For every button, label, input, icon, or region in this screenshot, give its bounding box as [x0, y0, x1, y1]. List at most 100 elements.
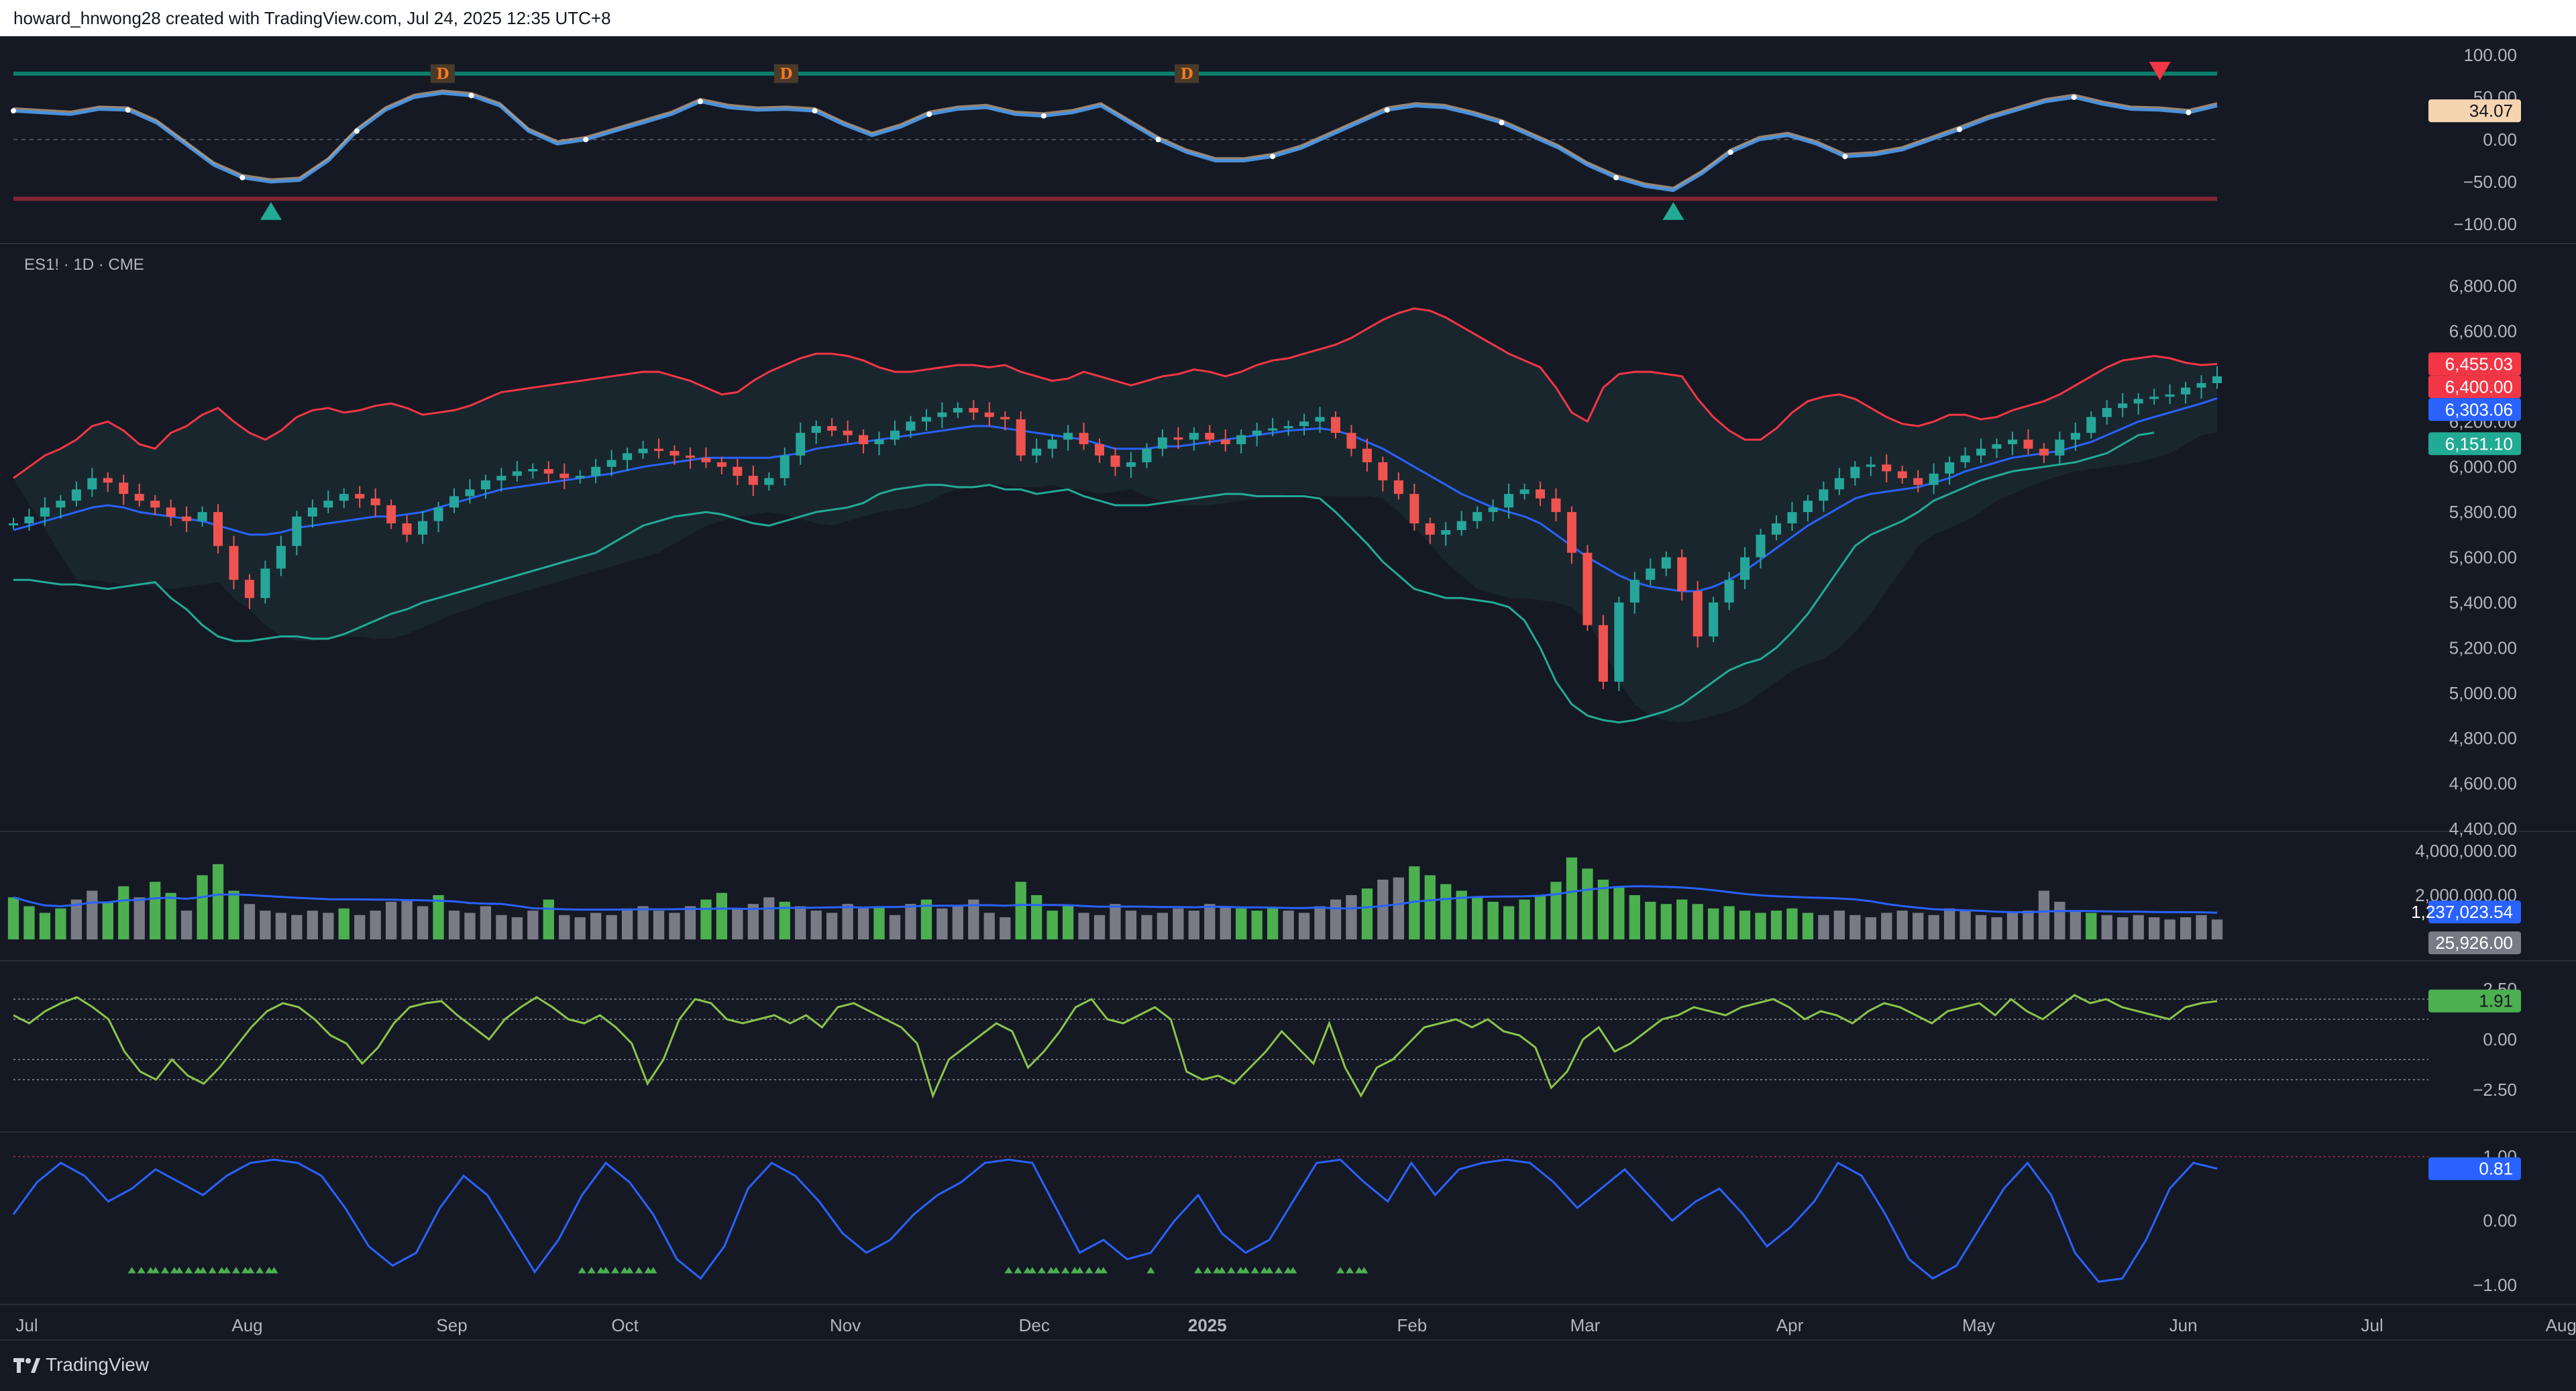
candle-body — [906, 421, 916, 431]
candle-body — [937, 412, 947, 417]
volume-bar — [700, 899, 712, 939]
oscillator-point — [1842, 154, 1848, 160]
correlation-signal-marker — [1265, 1267, 1274, 1274]
volume-pane — [7, 857, 2223, 939]
volume-bar — [1802, 913, 1814, 939]
candle-body — [1142, 448, 1152, 462]
tradingview-logo-icon — [13, 1358, 40, 1373]
volume-bar — [417, 906, 429, 939]
volume-bar — [165, 892, 176, 939]
price-badge: 6,400.00 — [2445, 376, 2513, 397]
volume-bar — [2086, 913, 2097, 939]
zscore-line — [13, 994, 2218, 1099]
volume-bar — [763, 897, 775, 939]
oscillator-point — [125, 107, 131, 113]
candle-body — [2070, 433, 2080, 440]
volume-bar — [23, 906, 35, 939]
divergence-marker-label: D — [780, 66, 792, 83]
oscillator-signal-line — [13, 89, 2218, 189]
oscillator-point — [11, 108, 16, 114]
volume-bar — [873, 906, 885, 939]
volume-bar — [275, 913, 287, 939]
zscore-pane — [13, 994, 2428, 1099]
volume-bar — [1204, 904, 1216, 939]
candle-body — [2055, 440, 2065, 456]
candle-body — [953, 408, 963, 413]
oscillator-tick-label: 100.00 — [2463, 45, 2517, 65]
volume-bar — [1062, 906, 1074, 939]
volume-bar — [1125, 911, 1137, 939]
candle-body — [1205, 433, 1215, 440]
correlation-signal-marker — [602, 1267, 610, 1274]
candle-body — [1598, 625, 1608, 682]
volume-bar — [1597, 879, 1609, 939]
volume-bar — [1031, 895, 1042, 939]
price-axis-tick-label: 4,800.00 — [2449, 728, 2517, 748]
volume-bar — [1786, 908, 1798, 939]
candle-body — [1220, 440, 1230, 444]
volume-bar — [684, 906, 696, 939]
candle-body — [890, 430, 900, 440]
correlation-signal-marker — [1194, 1267, 1203, 1274]
volume-bar — [2164, 919, 2176, 939]
candle-body — [1409, 494, 1419, 523]
volume-bar — [401, 899, 413, 939]
candle-body — [874, 440, 884, 444]
volume-bar — [150, 882, 161, 939]
time-axis-label: May — [1962, 1315, 1995, 1335]
time-axis-label: Dec — [1019, 1315, 1050, 1335]
volume-bar — [2117, 917, 2129, 939]
candle-body — [182, 516, 192, 521]
candle-body — [292, 516, 302, 546]
candle-body — [1488, 507, 1498, 513]
candle-body — [1441, 530, 1451, 535]
volume-bar — [87, 890, 98, 939]
divergence-marker-bg — [430, 64, 455, 83]
correlation-signal-marker — [1250, 1267, 1259, 1274]
volume-bar — [1409, 866, 1420, 939]
volume-bar — [70, 899, 83, 939]
candle-body — [9, 523, 18, 525]
volume-bar — [39, 913, 51, 939]
candle-body — [1425, 523, 1435, 535]
price-axis-tick-label: 6,000.00 — [2449, 457, 2517, 477]
oscillator-point — [697, 99, 703, 105]
candle-body — [2039, 448, 2049, 456]
correlation-signal-marker — [1227, 1267, 1236, 1274]
candle-body — [2086, 417, 2096, 433]
price-axis-tick-label: 4,600.00 — [2449, 774, 2517, 794]
candle-body — [2149, 397, 2159, 399]
correlation-signal-marker — [208, 1267, 217, 1274]
oscillator-point — [1270, 154, 1276, 160]
volume-bar — [2133, 915, 2144, 939]
volume-bar — [1913, 913, 1924, 939]
correlation-line — [12, 1158, 2218, 1283]
candle-body — [1016, 419, 1026, 456]
oscillator-line — [13, 91, 2218, 193]
price-axis-tick-label: 5,000.00 — [2449, 683, 2517, 703]
price-pane — [9, 307, 2222, 724]
bollinger-band-fill — [13, 308, 2217, 723]
oscillator-tick-label: −50.00 — [2463, 172, 2517, 192]
volume-bar — [1928, 915, 1939, 939]
candle-body — [1456, 521, 1466, 531]
volume-bar — [1141, 915, 1152, 939]
volume-bar — [1503, 906, 1515, 939]
correlation-signal-marker — [1346, 1267, 1354, 1274]
volume-bar — [1393, 877, 1405, 939]
candle-body — [716, 462, 727, 467]
volume-current-badge: 25,926.00 — [2435, 933, 2513, 953]
candle-body — [1992, 444, 2002, 449]
time-axis-label: Apr — [1776, 1315, 1804, 1335]
candle-body — [307, 507, 317, 517]
volume-bar — [385, 901, 397, 939]
correlation-signal-marker — [1061, 1267, 1070, 1274]
volume-bar — [2180, 917, 2192, 939]
oscillator-point — [468, 93, 474, 99]
volume-bar — [2101, 915, 2112, 939]
candle-body — [1346, 433, 1356, 449]
correlation-pane — [12, 1155, 2428, 1283]
volume-bar — [291, 915, 303, 939]
